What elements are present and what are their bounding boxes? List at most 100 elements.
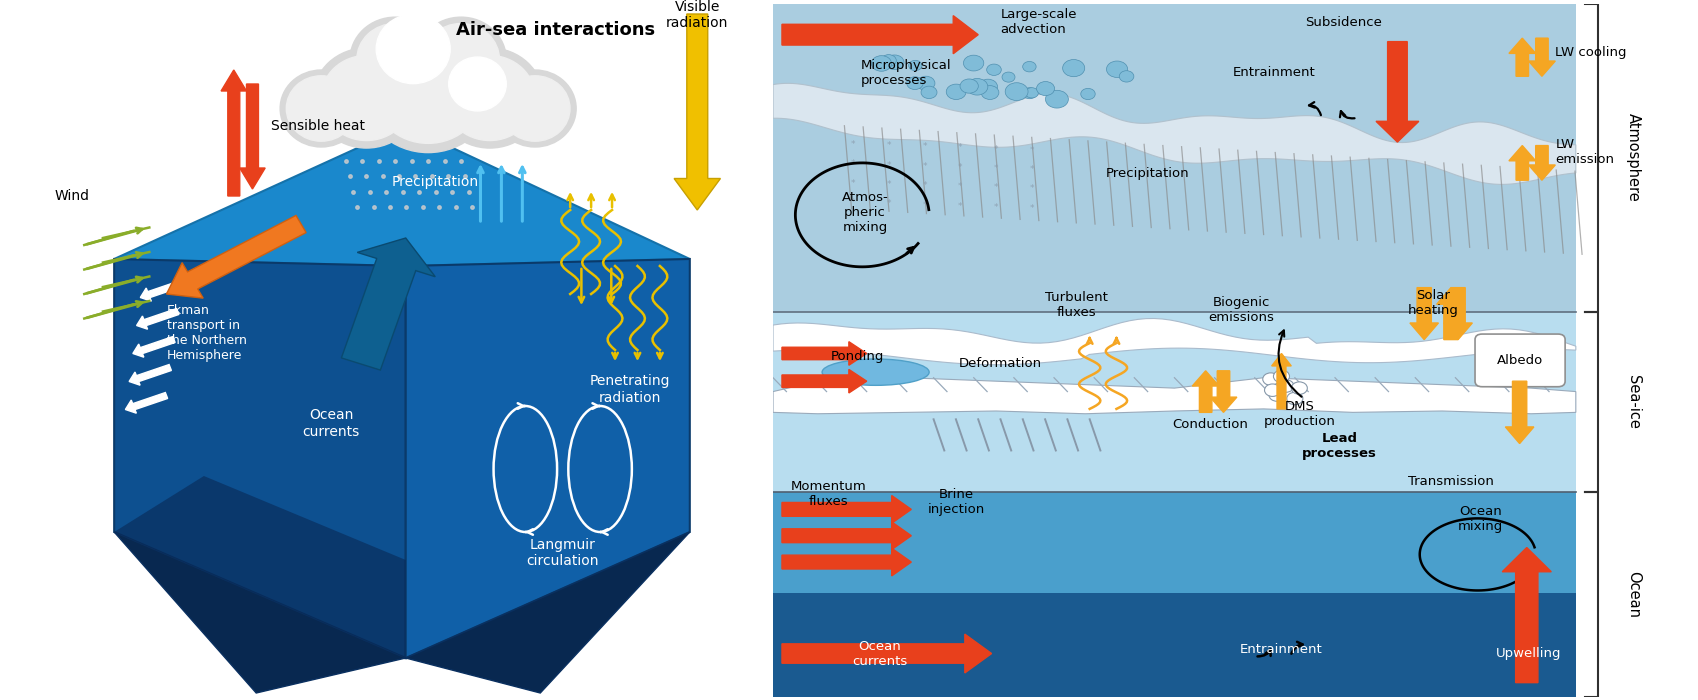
FancyArrow shape [1504,382,1533,444]
Text: *: * [958,144,963,153]
Text: Albedo: Albedo [1496,354,1542,367]
Text: Precipitation: Precipitation [392,175,479,189]
Polygon shape [114,532,406,693]
Circle shape [499,76,569,141]
Circle shape [494,70,576,147]
FancyArrow shape [129,365,171,385]
Circle shape [1105,61,1127,78]
Text: *: * [993,183,998,192]
Bar [773,592,1576,696]
FancyArrow shape [1508,146,1535,180]
Text: Ocean
currents: Ocean currents [852,640,907,668]
Circle shape [350,17,440,102]
Circle shape [436,48,543,148]
FancyArrow shape [166,216,306,298]
Circle shape [881,55,897,66]
Circle shape [920,86,937,99]
Text: *: * [886,180,891,189]
Circle shape [978,79,997,94]
FancyBboxPatch shape [1474,334,1564,386]
Text: *: * [993,203,998,211]
Text: Large-scale
advection: Large-scale advection [1000,8,1077,36]
Text: *: * [993,144,998,153]
Polygon shape [773,318,1576,365]
Circle shape [1005,83,1027,101]
Bar [773,312,1576,492]
Text: Sensible heat: Sensible heat [272,119,365,133]
Text: *: * [958,202,963,211]
Text: Langmuir
circulation: Langmuir circulation [526,538,599,568]
Circle shape [963,55,983,71]
Text: Subsidence: Subsidence [1304,16,1382,29]
Circle shape [1022,62,1036,72]
Circle shape [448,57,506,111]
FancyArrow shape [1501,547,1550,682]
Circle shape [321,55,411,141]
Text: Precipitation: Precipitation [1105,167,1189,180]
Text: Air-sea interactions: Air-sea interactions [455,21,654,39]
Text: *: * [851,160,856,169]
Text: Lead
processes: Lead processes [1301,432,1375,460]
Text: *: * [922,181,927,190]
Circle shape [445,55,535,141]
FancyArrow shape [341,238,435,370]
Text: Entrainment: Entrainment [1233,66,1314,79]
Text: *: * [1029,204,1034,213]
Text: *: * [958,163,963,172]
FancyArrow shape [1209,371,1236,412]
FancyArrow shape [221,70,246,196]
Text: Transmission: Transmission [1408,475,1493,488]
FancyArrow shape [1443,288,1472,340]
FancyArrow shape [781,548,910,576]
FancyArrow shape [1528,38,1554,76]
FancyArrow shape [141,281,182,301]
Text: *: * [1029,146,1034,155]
FancyArrow shape [1270,354,1290,409]
Circle shape [1277,380,1294,392]
Text: *: * [851,179,856,188]
FancyArrow shape [126,393,168,413]
Polygon shape [773,83,1576,184]
Text: Visible
radiation: Visible radiation [666,0,728,30]
FancyArrow shape [1409,288,1438,340]
Circle shape [1274,370,1289,383]
Text: *: * [922,200,927,209]
Text: Momentum
fluxes: Momentum fluxes [790,480,866,508]
FancyArrow shape [1508,38,1535,76]
Polygon shape [114,259,406,658]
FancyArrow shape [239,84,265,189]
Text: DMS
production: DMS production [1263,400,1335,428]
Text: Evaporation: Evaporation [550,175,635,189]
Text: Conduction: Conduction [1172,419,1248,431]
FancyArrow shape [1528,146,1554,180]
Text: *: * [922,142,927,151]
Text: Wind: Wind [54,189,90,203]
FancyArrow shape [136,309,178,329]
FancyArrow shape [781,15,978,54]
Circle shape [1022,88,1036,99]
Circle shape [908,60,922,71]
Text: *: * [886,199,891,209]
Circle shape [1262,373,1279,385]
Circle shape [1044,90,1068,108]
Circle shape [871,56,891,71]
Text: *: * [922,162,927,171]
FancyArrow shape [781,522,910,550]
Text: *: * [993,164,998,173]
Circle shape [1036,81,1054,96]
Circle shape [917,76,934,90]
Polygon shape [114,476,406,658]
Circle shape [1290,382,1306,394]
Polygon shape [114,126,689,266]
Text: Entrainment: Entrainment [1240,643,1323,656]
Circle shape [946,84,966,99]
Circle shape [1024,88,1037,98]
Text: Ocean: Ocean [1625,570,1640,618]
Text: Ocean
currents: Ocean currents [302,408,360,439]
Text: LW
emission: LW emission [1554,139,1613,167]
Polygon shape [773,378,1576,414]
Circle shape [980,85,998,99]
Text: *: * [886,160,891,169]
FancyArrow shape [781,342,866,365]
Text: *: * [1029,184,1034,193]
